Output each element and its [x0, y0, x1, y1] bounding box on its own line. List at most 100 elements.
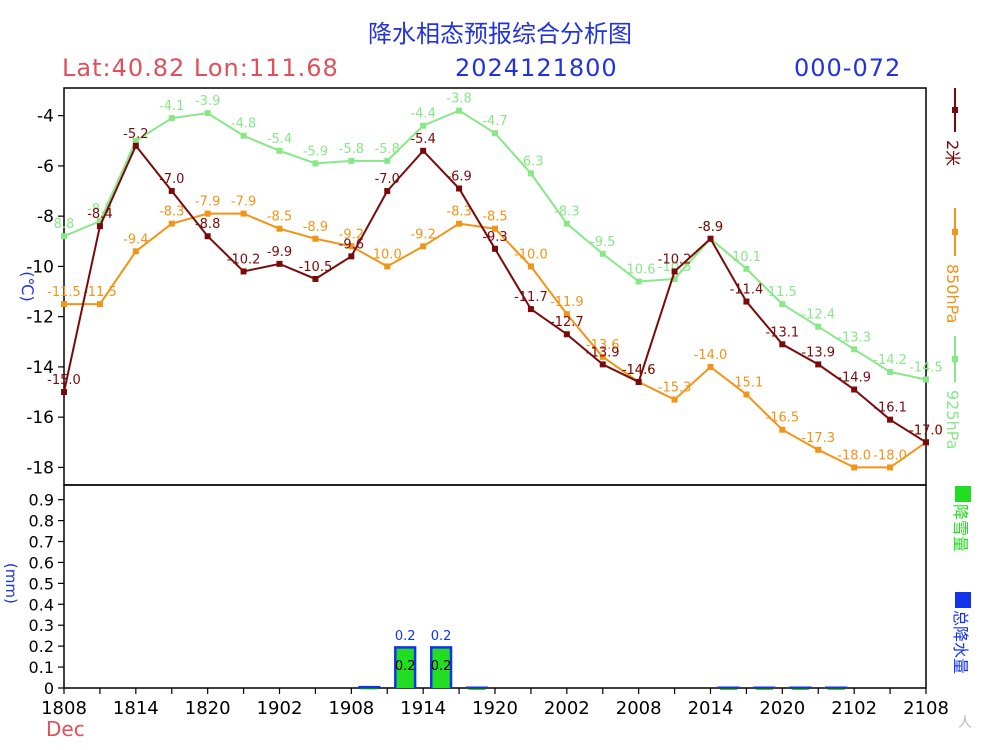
bar-total — [753, 686, 776, 688]
legend-marker-t850 — [952, 229, 958, 235]
bar-snow — [755, 689, 774, 690]
data-label-t925: -12.4 — [801, 308, 835, 323]
legend-marker-t925 — [952, 356, 958, 362]
data-label-t2m: -14.6 — [622, 363, 656, 378]
precipitation-panel: 0 0.1 0.2 0.3 0.4 0.5 0.60.7 0.8 0.9 (mm) 1808 1814… — [2, 484, 949, 741]
data-label-t925: 10.1 — [732, 250, 761, 265]
point-t2m — [168, 188, 175, 195]
data-label-t925: -5.9 — [303, 144, 328, 159]
point-t2m — [96, 223, 103, 230]
data-label-t2m: -11.4 — [730, 283, 764, 298]
data-label-t850: -8.5 — [482, 210, 507, 225]
x-tick-label: 1914 — [400, 698, 446, 719]
data-label-t2m: -13.9 — [801, 345, 835, 360]
bar-snow — [396, 648, 414, 688]
y-tick-label: -8 — [37, 207, 54, 227]
point-t2m — [923, 439, 929, 446]
point-t850 — [168, 220, 175, 227]
init-date-label: 2024121800 — [455, 54, 618, 82]
point-t850 — [61, 301, 67, 308]
point-t850 — [851, 464, 858, 471]
data-label-t925: -8.3 — [554, 205, 579, 220]
data-label-t925: -4.8 — [231, 117, 256, 132]
data-label-t850: -7.9 — [195, 195, 220, 210]
point-t925 — [456, 107, 463, 114]
point-t925 — [240, 132, 247, 139]
data-label-t850: -18.0 — [837, 448, 871, 463]
point-t850 — [312, 235, 319, 242]
point-t925 — [887, 368, 894, 375]
point-t850 — [527, 263, 534, 270]
point-t850 — [779, 426, 786, 433]
data-label-t850: -11.5 — [47, 285, 81, 300]
data-label-t925: -5.4 — [267, 132, 292, 147]
data-label-t850: -9.2 — [410, 227, 435, 242]
point-t2m — [420, 147, 427, 154]
point-t850 — [563, 311, 570, 318]
point-t2m — [599, 361, 606, 368]
bar-snow — [791, 689, 809, 690]
y-tick-label: 0.6 — [29, 553, 54, 572]
y-tick-label: -16 — [26, 408, 54, 428]
data-label-t850: -8.5 — [267, 210, 292, 225]
point-t2m — [851, 386, 858, 393]
point-t925 — [671, 275, 678, 282]
point-t850 — [96, 301, 103, 308]
data-label-t2m: -8.9 — [698, 220, 723, 235]
point-t2m — [456, 185, 463, 192]
data-label-t925: -4.1 — [159, 99, 184, 114]
y-tick-label: -10 — [26, 257, 54, 277]
x-tick-label: 2014 — [688, 698, 734, 719]
temperature-axis-label: (℃) — [18, 271, 37, 301]
temperature-panel: -4-6-8-10-12-14-16-18(℃)8.8-8.2-4.1 -3.9-… — [18, 87, 943, 486]
data-label-t2m: -17.0 — [909, 423, 943, 438]
point-t850 — [492, 225, 498, 232]
x-tick-label: 2102 — [831, 698, 877, 719]
data-label-t2m: -8.4 — [87, 207, 112, 222]
point-t925 — [132, 137, 139, 144]
point-t925 — [563, 220, 570, 227]
point-t850 — [384, 263, 391, 270]
bar-total — [465, 686, 489, 688]
data-label-t2m: -5.2 — [123, 127, 148, 142]
bar-snow — [827, 689, 845, 690]
point-t925 — [312, 160, 319, 167]
y-tick-label: 0.9 — [29, 491, 54, 510]
bar-snow — [468, 689, 486, 690]
point-t2m — [61, 389, 67, 396]
point-t925 — [492, 130, 498, 137]
x-tick-label: 2002 — [544, 698, 590, 719]
point-t850 — [743, 391, 750, 398]
chart-title: 降水相态预报综合分析图 — [368, 20, 632, 48]
data-label-t850: -15.3 — [658, 381, 692, 396]
point-t2m — [779, 341, 786, 348]
point-t2m — [312, 275, 319, 282]
point-t925 — [384, 157, 391, 164]
data-label-t850: -11.9 — [550, 295, 584, 310]
bar-label-snow: 0.2 — [431, 659, 452, 674]
point-t850 — [707, 363, 714, 370]
bar-label-snow: 0.2 — [395, 659, 416, 674]
point-t850 — [671, 396, 678, 403]
data-label-t925: -10.6 — [622, 262, 656, 277]
y-tick-label: -14 — [26, 358, 54, 378]
data-label-t2m: -8.8 — [195, 217, 220, 232]
point-t925 — [743, 265, 750, 272]
y-tick-label: -6 — [37, 157, 54, 177]
y-tick-label: -18 — [26, 458, 54, 478]
bar-snow — [360, 688, 378, 690]
point-t925 — [527, 170, 534, 177]
point-t2m — [276, 260, 283, 267]
point-t2m — [743, 298, 750, 305]
point-t850 — [420, 243, 427, 250]
data-label-t2m: -5.4 — [410, 132, 435, 147]
point-t2m — [348, 253, 355, 260]
point-t925 — [61, 233, 67, 240]
point-t925 — [851, 346, 858, 353]
data-label-t925: -4.4 — [410, 107, 435, 122]
data-label-t925: -5.8 — [339, 142, 364, 157]
data-label-t2m: -10.2 — [227, 252, 261, 267]
data-label-t850: -13.6 — [586, 338, 620, 353]
